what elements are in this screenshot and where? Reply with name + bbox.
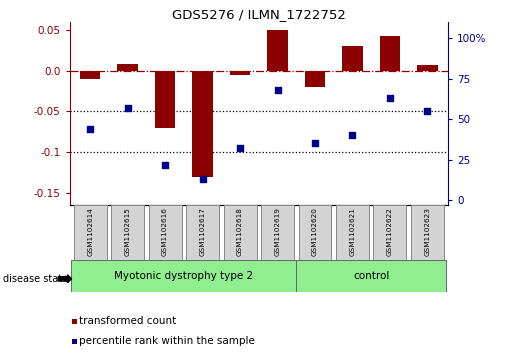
- Title: GDS5276 / ILMN_1722752: GDS5276 / ILMN_1722752: [172, 8, 346, 21]
- Text: GSM1102616: GSM1102616: [162, 207, 168, 256]
- Point: [124, 105, 132, 111]
- Text: GSM1102614: GSM1102614: [87, 207, 93, 256]
- Bar: [80, 71, 100, 79]
- Bar: [111, 205, 144, 260]
- Bar: [380, 36, 400, 71]
- Bar: [230, 71, 250, 75]
- Text: control: control: [353, 271, 389, 281]
- Text: GSM1102622: GSM1102622: [387, 207, 393, 256]
- Text: disease state: disease state: [3, 274, 67, 284]
- Bar: [299, 205, 332, 260]
- Text: percentile rank within the sample: percentile rank within the sample: [79, 336, 255, 346]
- Bar: [149, 205, 182, 260]
- Bar: [261, 205, 294, 260]
- Point: [423, 108, 432, 114]
- Bar: [296, 260, 446, 292]
- Bar: [305, 71, 325, 87]
- Bar: [192, 71, 213, 176]
- Text: GSM1102615: GSM1102615: [125, 207, 131, 256]
- Text: GSM1102617: GSM1102617: [200, 207, 205, 256]
- Text: GSM1102623: GSM1102623: [424, 207, 431, 256]
- Text: Myotonic dystrophy type 2: Myotonic dystrophy type 2: [114, 271, 253, 281]
- Bar: [186, 205, 219, 260]
- Point: [348, 132, 356, 138]
- Bar: [74, 205, 107, 260]
- Point: [161, 162, 169, 167]
- Bar: [373, 205, 406, 260]
- Point: [198, 176, 207, 182]
- Point: [86, 126, 94, 132]
- Bar: [417, 65, 438, 71]
- Point: [386, 95, 394, 101]
- Bar: [72, 260, 296, 292]
- Bar: [117, 64, 138, 71]
- Point: [273, 87, 282, 93]
- Text: GSM1102618: GSM1102618: [237, 207, 243, 256]
- Text: GSM1102619: GSM1102619: [274, 207, 281, 256]
- Text: transformed count: transformed count: [79, 316, 177, 326]
- Point: [311, 140, 319, 146]
- Bar: [342, 46, 363, 71]
- Text: GSM1102621: GSM1102621: [350, 207, 355, 256]
- Text: GSM1102620: GSM1102620: [312, 207, 318, 256]
- Bar: [411, 205, 444, 260]
- Bar: [267, 30, 288, 71]
- Bar: [224, 205, 256, 260]
- Point: [236, 146, 244, 151]
- Bar: [155, 71, 176, 128]
- Bar: [336, 205, 369, 260]
